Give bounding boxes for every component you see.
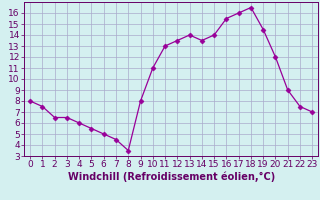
X-axis label: Windchill (Refroidissement éolien,°C): Windchill (Refroidissement éolien,°C) — [68, 172, 275, 182]
